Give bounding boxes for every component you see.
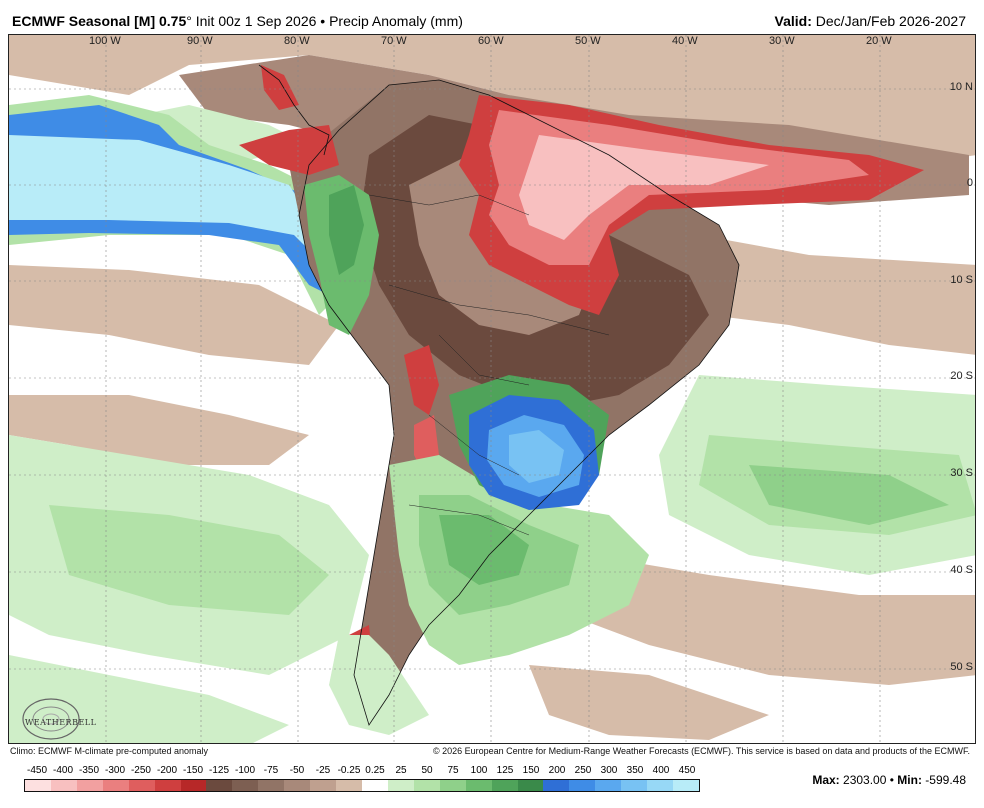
colorbar-swatch (413, 780, 440, 791)
lon-label: 90 W (187, 35, 213, 47)
colorbar-label: 150 (522, 765, 540, 776)
colorbar-label: -25 (315, 765, 331, 776)
colorbar-labels: -450 -400 -350 -300 -250 -200 -150 -125 -100 -75-… (24, 765, 700, 778)
colorbar-label: 450 (678, 765, 696, 776)
run-description: ° Init 00z 1 Sep 2026 • Precip Anomaly (… (186, 13, 463, 29)
colorbar-label: -125 (208, 765, 230, 776)
colorbar-label: -450 (26, 765, 48, 776)
colorbar-label: 125 (496, 765, 514, 776)
colorbar-label: -300 (104, 765, 126, 776)
colorbar (24, 779, 700, 792)
colorbar-swatch (465, 780, 492, 791)
colorbar-swatch (517, 780, 544, 791)
colorbar-label: 25 (395, 765, 407, 776)
colorbar-swatch (595, 780, 622, 791)
climo-note: Climo: ECMWF M-climate pre-computed anom… (10, 746, 209, 756)
colorbar-swatch (543, 780, 570, 791)
colorbar-swatch (154, 780, 181, 791)
colorbar-swatch (310, 780, 337, 791)
weatherbell-logo-icon (22, 698, 80, 740)
valid-label: Valid: (774, 13, 812, 29)
lat-label: 20 S (950, 370, 973, 382)
lon-label: 50 W (575, 35, 601, 47)
colorbar-swatch (439, 780, 466, 791)
colorbar-swatch (50, 780, 77, 791)
colorbar-swatch (232, 780, 259, 791)
lat-label: 10 N (949, 81, 973, 93)
colorbar-label: 200 (548, 765, 566, 776)
colorbar-label: 75 (447, 765, 459, 776)
logo-text: WEATHERBELL (25, 718, 97, 727)
header: ECMWF Seasonal [M] 0.75° Init 00z 1 Sep … (0, 0, 984, 34)
colorbar-swatch (25, 780, 51, 791)
valid-period: Valid: Dec/Jan/Feb 2026-2027 (775, 13, 966, 29)
colorbar-swatch (258, 780, 285, 791)
colorbar-swatch (76, 780, 103, 791)
colorbar-label: -0.25 (337, 765, 361, 776)
colorbar-swatch (284, 780, 311, 791)
colorbar-label: -350 (78, 765, 100, 776)
colorbar-swatch (647, 780, 674, 791)
max-min-stats: Max: 2303.00 • Min: -599.48 (812, 773, 966, 787)
colorbar-label: -100 (234, 765, 256, 776)
colorbar-swatch (180, 780, 207, 791)
lon-label: 30 W (769, 35, 795, 47)
colorbar-swatch (673, 780, 699, 791)
lat-label: 50 S (950, 661, 973, 673)
min-value: -599.48 (925, 773, 966, 787)
max-value: 2303.00 (843, 773, 887, 787)
stats-separator: • (889, 773, 894, 787)
colorbar-swatch (102, 780, 129, 791)
colorbar-label: -50 (289, 765, 305, 776)
model-name: ECMWF Seasonal [M] 0.75 (12, 13, 187, 29)
copyright-note: © 2026 European Centre for Medium-Range … (432, 746, 970, 756)
lat-label: 40 S (950, 564, 973, 576)
colorbar-label: -250 (130, 765, 151, 776)
lon-label: 100 W (89, 35, 121, 47)
colorbar-label: 0.25 (365, 765, 385, 776)
lon-label: 60 W (478, 35, 504, 47)
colorbar-swatch (128, 780, 155, 791)
colorbar-label: -75 (263, 765, 279, 776)
colorbar-label: 100 (470, 765, 488, 776)
colorbar-swatch (387, 780, 414, 791)
lat-label: 0 (966, 177, 973, 189)
colorbar-swatch (206, 780, 233, 791)
colorbar-label: 350 (626, 765, 644, 776)
min-label: Min: (897, 773, 922, 787)
map-title: ECMWF Seasonal [M] 0.75° Init 00z 1 Sep … (12, 13, 463, 29)
lon-label: 70 W (381, 35, 407, 47)
colorbar-label: 300 (600, 765, 618, 776)
max-label: Max: (812, 773, 840, 787)
valid-value: Dec/Jan/Feb 2026-2027 (815, 13, 966, 29)
colorbar-label: -200 (156, 765, 178, 776)
colorbar-label: 250 (574, 765, 592, 776)
lon-label: 20 W (866, 35, 892, 47)
colorbar-label: -150 (182, 765, 204, 776)
colorbar-swatch (621, 780, 648, 791)
map-canvas (9, 35, 975, 743)
colorbar-swatch (361, 780, 388, 791)
lon-label: 40 W (672, 35, 698, 47)
colorbar-label: 50 (421, 765, 433, 776)
lon-label: 80 W (284, 35, 310, 47)
colorbar-label: -400 (52, 765, 74, 776)
colorbar-label: 400 (652, 765, 670, 776)
colorbar-swatch (336, 780, 362, 791)
colorbar-swatch (569, 780, 596, 791)
lat-label: 10 S (950, 274, 973, 286)
precip-anomaly-map: 100 W 90 W 80 W 70 W 60 W 50 W 40 W 30 W… (8, 34, 976, 744)
lat-label: 30 S (950, 467, 973, 479)
colorbar-swatch (491, 780, 518, 791)
